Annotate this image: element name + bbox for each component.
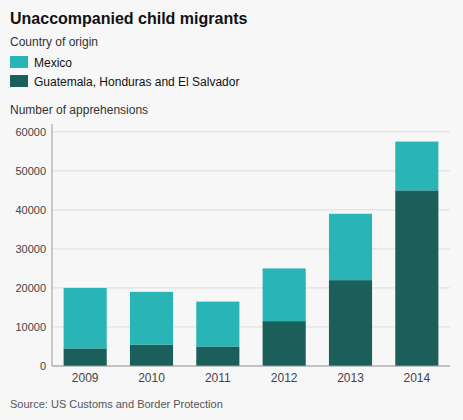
- chart: Unaccompanied child migrants Country of o…: [0, 0, 463, 420]
- bar: [263, 268, 306, 321]
- bar: [395, 190, 438, 366]
- y-axis: 0 10000 20000 30000 40000 50000 60000: [15, 126, 450, 372]
- bar: [196, 346, 239, 366]
- y-tick-label: 30000: [15, 243, 46, 255]
- bar: [263, 321, 306, 366]
- legend-swatch: [10, 75, 28, 87]
- x-axis-line: [52, 366, 450, 367]
- y-tick-label: 60000: [15, 126, 46, 138]
- bar: [64, 348, 107, 366]
- grid-line: [52, 326, 450, 327]
- bar: [329, 214, 372, 280]
- grid-line: [52, 287, 450, 288]
- x-tick-label: 2010: [138, 371, 165, 385]
- legend-title: Country of origin: [10, 35, 98, 49]
- background: [0, 0, 463, 420]
- bar: [64, 288, 107, 349]
- bar: [395, 142, 438, 191]
- bar: [329, 280, 372, 366]
- x-tick-label: 2011: [205, 371, 231, 385]
- title: Unaccompanied child migrants: [10, 10, 247, 27]
- x-tick-label: 2014: [403, 371, 430, 385]
- y-axis-line: [52, 124, 53, 366]
- legend-label: Mexico: [34, 56, 72, 70]
- y-tick-label: 10000: [15, 321, 46, 333]
- y-tick-label: 20000: [15, 282, 46, 294]
- grid-line: [52, 366, 450, 367]
- bar: [130, 292, 173, 345]
- x-tick-label: 2013: [337, 371, 364, 385]
- grid-line: [52, 170, 450, 171]
- y-axis-label: Number of apprehensions: [10, 103, 148, 117]
- grid-line: [52, 248, 450, 249]
- legend: Mexico Guatemala, Honduras and El Salvado…: [10, 56, 239, 89]
- legend-swatch: [10, 56, 28, 68]
- y-tick-label: 0: [40, 360, 46, 372]
- source-note: Source: US Customs and Border Protection: [10, 398, 223, 410]
- legend-label: Guatemala, Honduras and El Salvador: [34, 75, 239, 89]
- grid-line: [52, 131, 450, 132]
- x-tick-label: 2009: [72, 371, 99, 385]
- y-tick-label: 50000: [15, 165, 46, 177]
- bar: [130, 345, 173, 366]
- grid-line: [52, 209, 450, 210]
- x-axis: 2009 2010 2011 2012 2013 2014: [72, 371, 431, 385]
- bars: [64, 142, 439, 366]
- bar: [196, 302, 239, 347]
- y-tick-label: 40000: [15, 204, 46, 216]
- x-tick-label: 2012: [271, 371, 298, 385]
